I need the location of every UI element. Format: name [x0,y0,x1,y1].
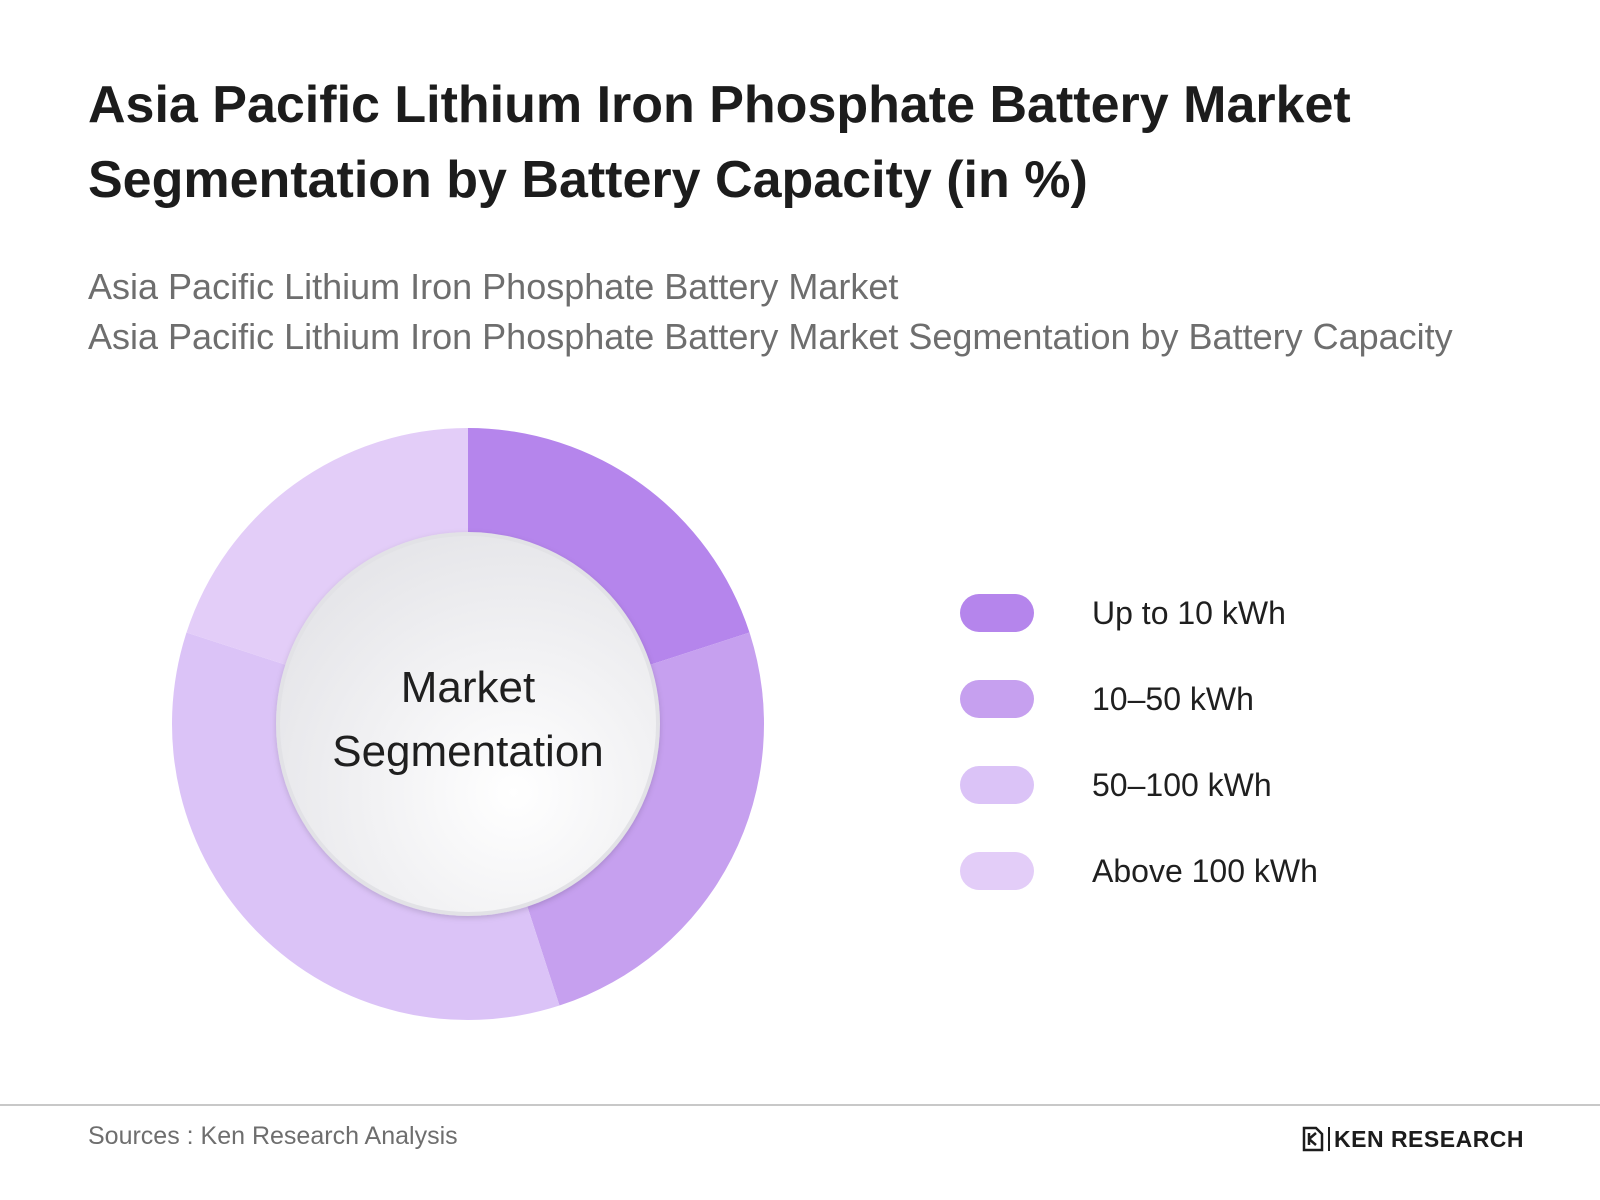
legend-swatch [960,594,1034,632]
donut-slices [171,428,765,1021]
donut-slice [186,428,468,667]
footer-divider [0,1104,1600,1106]
center-label-line-1: Market [401,663,535,712]
subtitle-line-1: Asia Pacific Lithium Iron Phosphate Batt… [88,266,899,307]
legend-swatch [960,766,1034,804]
donut-slice [525,632,765,1006]
brand-logo: KEN RESEARCH [1302,1124,1524,1154]
donut-slice [468,428,750,667]
legend-label: 10–50 kWh [1092,681,1254,717]
brand-name: KEN RESEARCH [1328,1127,1524,1151]
ken-research-logo-icon [1302,1126,1324,1152]
donut-center [276,532,660,916]
legend-label: 50–100 kWh [1092,767,1272,803]
legend-label: Up to 10 kWh [1092,595,1286,631]
legend-swatch [960,852,1034,890]
center-label-line-2: Segmentation [332,727,604,776]
chart-title: Asia Pacific Lithium Iron Phosphate Batt… [88,76,1351,209]
donut-slice [171,632,560,1021]
legend-swatch [960,680,1034,718]
chart-subtitle: Asia Pacific Lithium Iron Phosphate Batt… [88,262,1508,362]
subtitle-line-2: Asia Pacific Lithium Iron Phosphate Batt… [88,316,1453,357]
legend-label: Above 100 kWh [1092,853,1318,889]
donut-chart: Market Segmentation [171,428,765,1021]
source-note: Sources : Ken Research Analysis [88,1122,458,1150]
